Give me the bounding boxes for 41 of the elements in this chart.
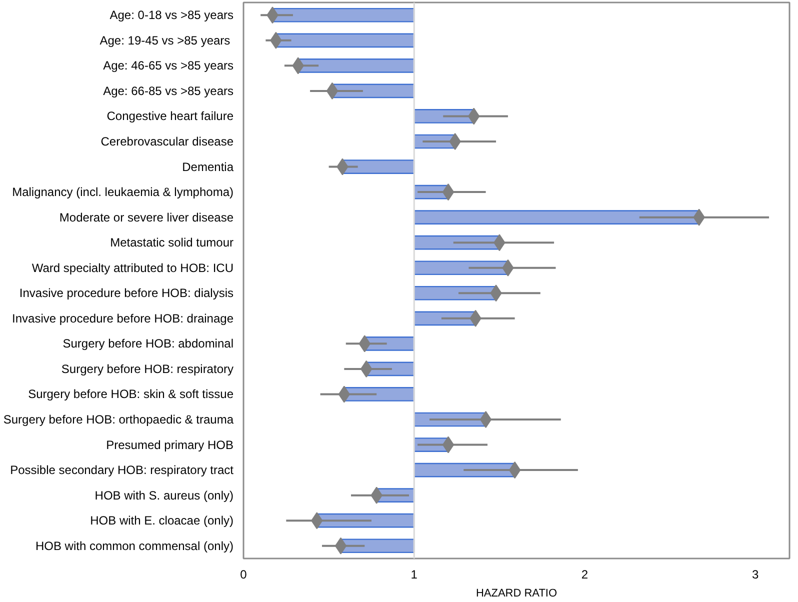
point (334, 537, 347, 554)
point (326, 82, 338, 100)
bar (272, 8, 415, 22)
x-tick-label: 3 (752, 568, 760, 582)
y-tick-label: Invasive procedure before HOB: drainage (12, 311, 234, 326)
point (480, 411, 492, 428)
y-tick-label: Ward specialty attributed to HOB: ICU (32, 260, 234, 275)
y-tick-label: Age: 46-65 vs >85 years (103, 58, 234, 73)
y-tick-label: Presumed primary HOB (106, 438, 234, 452)
x-tick-label: 0 (240, 568, 248, 582)
bar (414, 260, 509, 276)
y-tick-label: Moderate or severe liver disease (59, 210, 234, 224)
y-tick-label: Surgery before HOB: respiratory (61, 362, 234, 376)
y-tick-label: Surgery before HOB: orthopaedic & trauma (3, 412, 234, 426)
x-tick-label: 2 (581, 568, 588, 582)
x-tick-label: 1 (410, 568, 418, 582)
point (442, 436, 454, 454)
bar (414, 210, 700, 224)
y-tick-label: Surgery before HOB: abdominal (62, 336, 234, 351)
x-axis-title: HAZARD RATIO (476, 588, 558, 600)
y-tick-label: Age: 19-45 vs >85 years (100, 33, 230, 48)
y-tick-label: Surgery before HOB: skin & soft tissue (28, 387, 234, 402)
y-tick-label: HOB with common commensal (only) (35, 538, 234, 553)
bar (340, 538, 415, 554)
point (442, 184, 454, 201)
y-tick-label: Invasive procedure before HOB: dialysis (19, 286, 234, 300)
y-tick-label: HOB with S. aureus (only) (94, 488, 234, 502)
y-tick-label: Congestive heart failure (106, 109, 234, 124)
y-tick-label: Malignancy (incl. leukaemia & lymphoma) (12, 185, 234, 200)
y-tick-label: Metastatic solid tumour (110, 236, 234, 250)
y-tick-label: Dementia (182, 160, 234, 174)
y-tick-label: Cerebrovascular disease (100, 134, 234, 148)
y-tick-label: Age: 66-85 vs >85 years (103, 84, 234, 98)
bar (275, 33, 415, 48)
y-tick-label: HOB with E. cloacae (only) (90, 514, 234, 528)
point (449, 133, 461, 150)
bar (342, 160, 415, 174)
point (508, 462, 521, 479)
y-tick-label: Possible secondary HOB: respiratory tract (10, 463, 234, 478)
bar (298, 58, 415, 73)
y-tick-label: Age: 0-18 vs >85 years (110, 8, 234, 22)
